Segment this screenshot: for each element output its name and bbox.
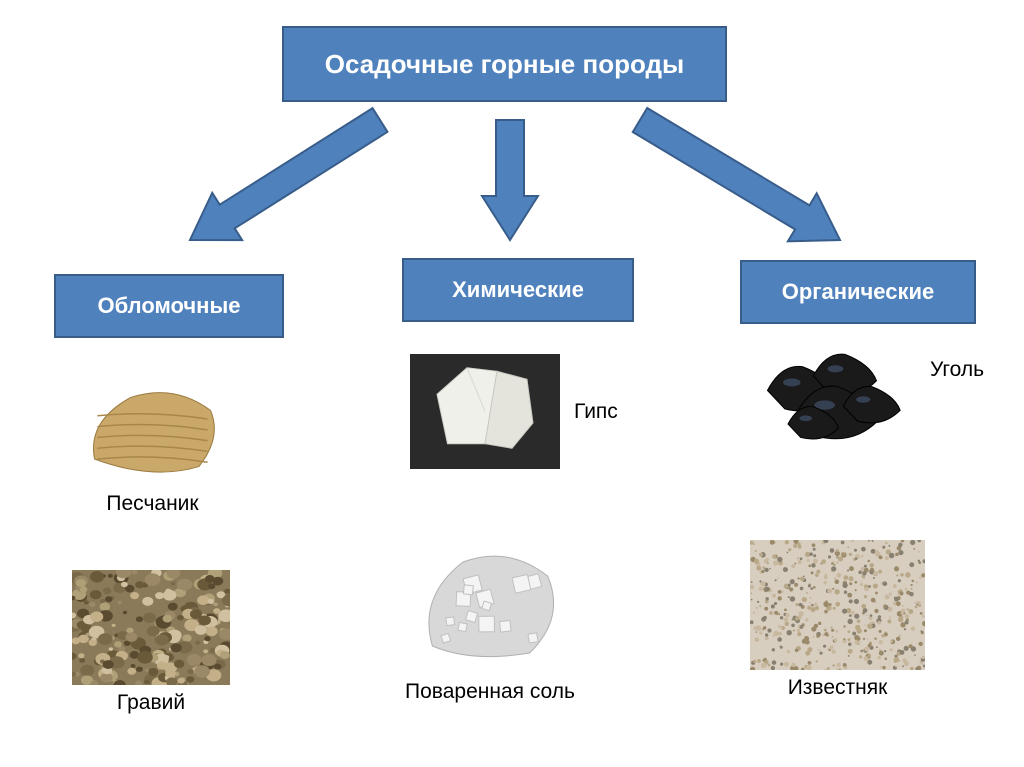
sample-gravel: Гравий bbox=[72, 570, 230, 715]
category-organic: Органические bbox=[740, 260, 976, 324]
salt-label: Поваренная соль bbox=[405, 680, 575, 704]
sample-limestone: Известняк bbox=[750, 540, 925, 700]
sandstone-label: Песчаник bbox=[106, 492, 198, 516]
limestone-image bbox=[750, 540, 925, 670]
gypsum-image bbox=[410, 354, 560, 469]
root-node: Осадочные горные породы bbox=[282, 26, 727, 102]
category-chemical: Химические bbox=[402, 258, 634, 322]
gravel-image bbox=[72, 570, 230, 685]
sample-coal: Уголь bbox=[758, 340, 984, 460]
sample-salt: Поваренная соль bbox=[400, 534, 580, 704]
category-clastic: Обломочные bbox=[54, 274, 284, 338]
gravel-label: Гравий bbox=[117, 691, 185, 715]
root-label: Осадочные горные породы bbox=[325, 49, 684, 80]
sample-gypsum: Гипс bbox=[410, 354, 618, 469]
sample-sandstone: Песчаник bbox=[80, 378, 225, 516]
gypsum-label: Гипс bbox=[574, 400, 618, 424]
coal-image bbox=[758, 340, 916, 460]
limestone-label: Известняк bbox=[788, 676, 888, 700]
coal-label: Уголь bbox=[930, 358, 984, 382]
sandstone-image bbox=[80, 378, 225, 486]
category-clastic-label: Обломочные bbox=[98, 293, 241, 319]
category-chemical-label: Химические bbox=[452, 277, 584, 303]
salt-image bbox=[400, 534, 580, 674]
category-organic-label: Органические bbox=[782, 279, 935, 305]
